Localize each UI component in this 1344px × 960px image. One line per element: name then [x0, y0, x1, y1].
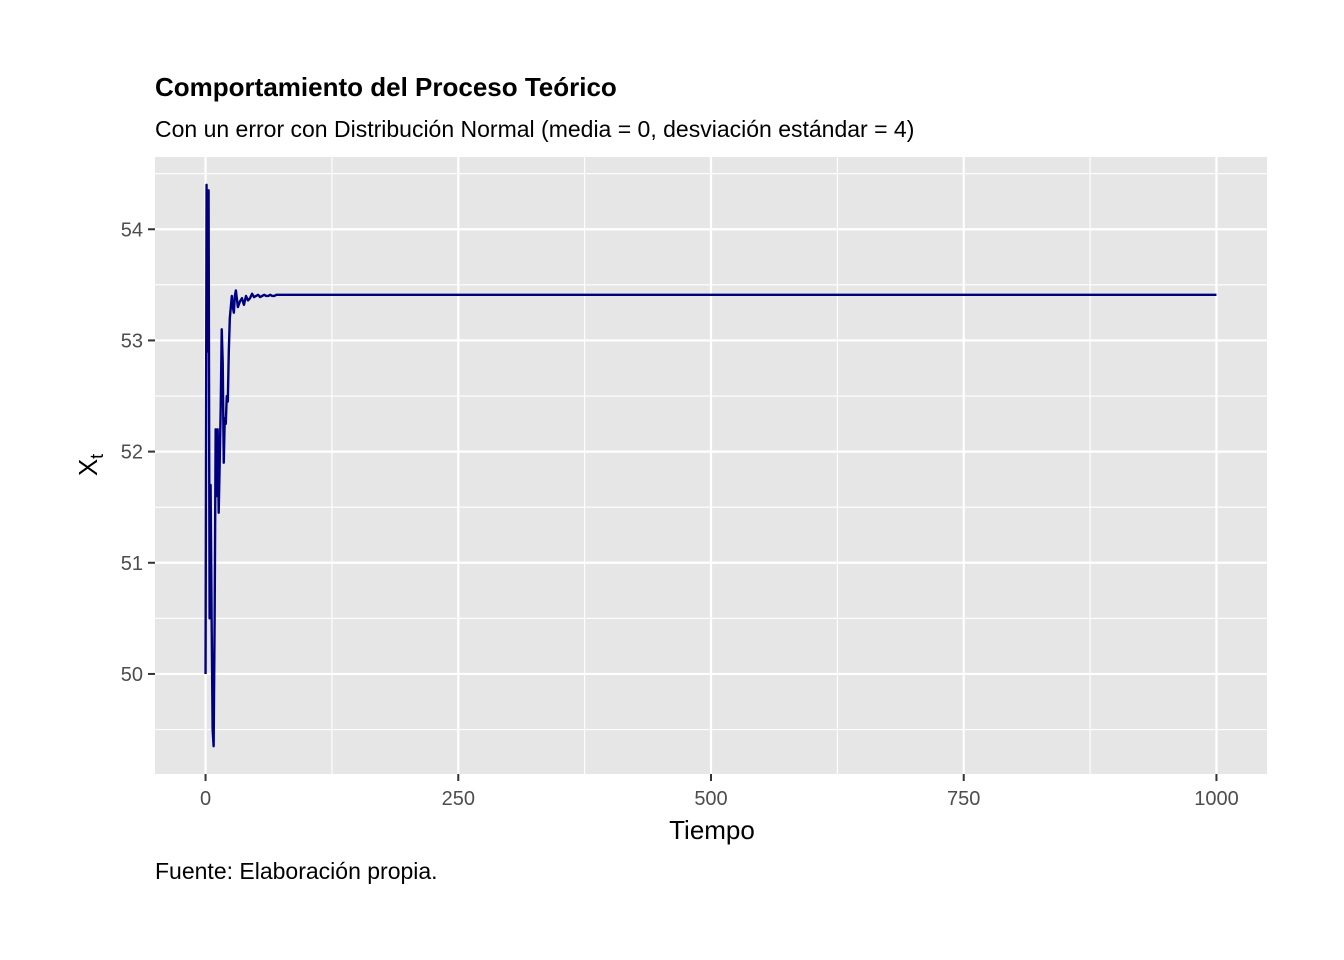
x-axis-title: Tiempo [669, 815, 755, 845]
x-axis: 0 250 500 750 1000 [200, 774, 1239, 810]
y-tick-label: 50 [121, 664, 143, 686]
x-tick-label: 250 [442, 788, 475, 810]
x-tick-label: 0 [200, 788, 211, 810]
y-tick-label: 52 [121, 442, 143, 464]
chart-title: Comportamiento del Proceso Teórico [155, 72, 617, 102]
y-tick-label: 54 [121, 219, 143, 241]
y-axis-title: Xt [73, 454, 107, 476]
svg-text:Xt: Xt [73, 454, 107, 476]
y-axis-title-subscript: t [87, 454, 107, 459]
y-axis-title-main: X [73, 459, 103, 476]
series-line [204, 183, 1217, 748]
y-tick-label: 51 [121, 553, 143, 575]
y-axis: 50 51 52 53 54 [121, 219, 155, 686]
x-tick-label: 500 [694, 788, 727, 810]
x-tick-label: 1000 [1194, 788, 1239, 810]
x-tick-label: 750 [947, 788, 980, 810]
chart-subtitle: Con un error con Distribución Normal (me… [155, 116, 914, 142]
y-tick-label: 53 [121, 330, 143, 352]
chart-caption: Fuente: Elaboración propia. [155, 858, 438, 884]
